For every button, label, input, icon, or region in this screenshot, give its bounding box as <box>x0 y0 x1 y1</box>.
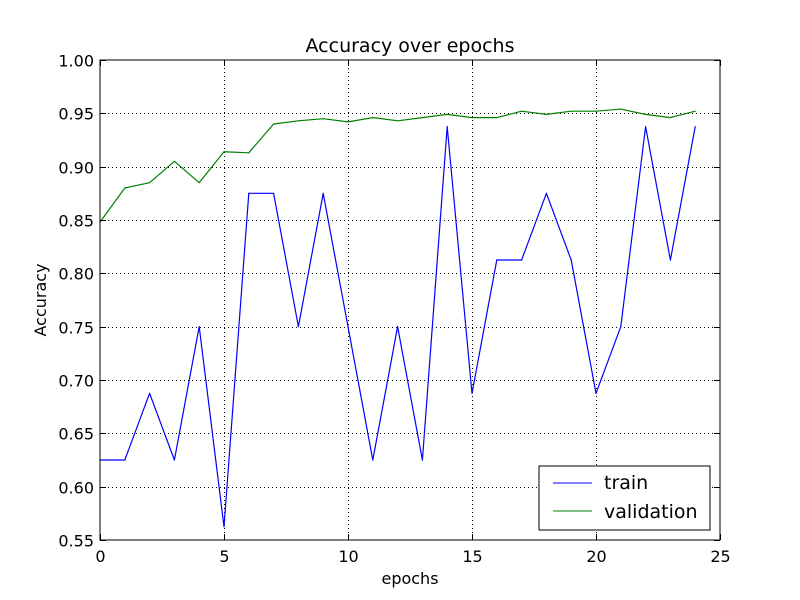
data-point-validation <box>223 151 225 153</box>
data-point-validation <box>372 117 374 119</box>
x-tick-label: 5 <box>219 547 229 566</box>
data-point-validation <box>397 120 399 122</box>
y-tick-label: 0.95 <box>58 105 94 124</box>
legend: train validation <box>538 465 711 531</box>
data-point-train <box>372 459 374 461</box>
data-point-validation <box>620 108 622 110</box>
legend-label-validation: validation <box>604 501 698 523</box>
data-point-validation <box>669 117 672 119</box>
series-layer <box>99 108 696 528</box>
data-point-validation <box>645 113 647 115</box>
legend-box <box>538 465 711 531</box>
x-axis-title: epochs <box>381 569 438 588</box>
data-point-train <box>124 459 126 461</box>
data-point-train <box>446 126 448 128</box>
plot-area-background <box>100 60 720 540</box>
y-tick-label: 0.90 <box>58 159 94 178</box>
y-tick-label: 0.75 <box>58 319 94 338</box>
data-point-validation <box>595 110 597 112</box>
plot-frame <box>99 59 721 541</box>
data-point-train <box>645 126 647 128</box>
data-point-validation <box>496 117 498 119</box>
data-point-validation <box>570 110 572 112</box>
data-point-train <box>273 192 275 194</box>
data-point-train <box>694 126 696 128</box>
data-point-validation <box>421 117 423 119</box>
data-point-train <box>297 326 299 328</box>
y-tick-label: 1.00 <box>58 52 94 71</box>
y-tick-label: 0.55 <box>58 532 94 551</box>
y-tick-label: 0.60 <box>58 479 94 498</box>
y-tick-label: 0.80 <box>58 265 94 284</box>
data-point-train <box>421 459 423 461</box>
data-point-validation <box>273 123 275 125</box>
x-tick-labels: 0 5 10 15 20 25 <box>95 547 730 566</box>
data-point-train <box>248 192 250 194</box>
data-point-validation <box>149 182 151 184</box>
y-tick-labels: 0.55 0.60 0.65 0.70 0.75 0.80 0.85 0.90 0.95 1.00 <box>58 52 94 551</box>
y-tick-label: 0.85 <box>58 212 94 231</box>
chart-title: Accuracy over epochs <box>306 35 515 57</box>
data-point-train <box>570 259 572 261</box>
data-point-train <box>322 192 324 194</box>
data-point-validation <box>297 120 299 122</box>
data-point-validation <box>173 160 175 162</box>
y-axis-title: Accuracy <box>31 263 50 336</box>
x-tick-label: 15 <box>462 547 482 566</box>
data-point-validation <box>322 118 324 120</box>
data-point-train <box>620 326 622 328</box>
tick-marks <box>100 60 721 541</box>
data-point-train <box>669 259 672 261</box>
y-tick-label: 0.65 <box>58 425 94 444</box>
data-point-validation <box>198 182 200 184</box>
data-point-validation <box>521 110 523 112</box>
x-tick-label: 25 <box>710 547 730 566</box>
y-tick-label: 0.70 <box>58 372 94 391</box>
data-point-train <box>198 326 200 328</box>
data-point-validation <box>347 121 349 123</box>
data-point-validation <box>124 187 126 189</box>
series-points-validation <box>99 108 696 223</box>
data-point-train <box>545 192 548 194</box>
x-tick-label: 20 <box>586 547 606 566</box>
data-point-train <box>471 392 473 394</box>
data-point-validation <box>446 113 448 115</box>
x-tick-label: 10 <box>338 547 358 566</box>
data-point-validation <box>471 117 473 119</box>
data-point-train <box>173 459 175 461</box>
data-point-train <box>347 326 349 328</box>
data-point-train <box>149 392 151 394</box>
x-tick-label: 0 <box>95 547 105 566</box>
data-point-validation <box>545 113 548 115</box>
legend-label-train: train <box>604 472 648 494</box>
data-point-train <box>397 326 399 328</box>
data-point-validation <box>694 110 696 112</box>
data-point-train <box>496 259 498 261</box>
data-point-train <box>223 526 225 528</box>
data-point-validation <box>248 152 250 154</box>
data-point-train <box>521 259 523 261</box>
data-point-train <box>595 392 597 394</box>
